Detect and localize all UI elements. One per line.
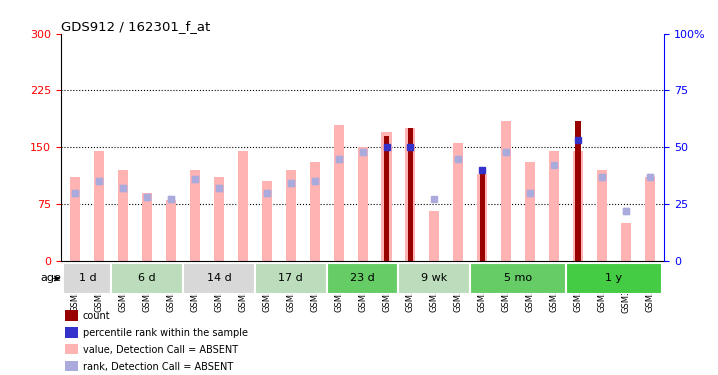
Bar (334, 124, 344, 261)
Text: 14 d: 14 d (207, 273, 231, 284)
Bar (470, 262, 566, 294)
Text: GDS912 / 162301_f_at: GDS912 / 162301_f_at (61, 20, 210, 33)
Text: value, Detection Call = ABSENT: value, Detection Call = ABSENT (83, 345, 238, 355)
Text: count: count (83, 311, 110, 321)
Bar (525, 162, 535, 261)
Bar (597, 170, 607, 261)
Bar (214, 177, 224, 261)
Bar (255, 262, 327, 294)
Bar (477, 174, 488, 261)
Bar (576, 121, 581, 261)
Bar (262, 181, 272, 261)
Bar (190, 170, 200, 261)
Bar (549, 151, 559, 261)
Bar (111, 262, 183, 294)
Bar (398, 262, 470, 294)
Bar (406, 128, 416, 261)
Text: 5 mo: 5 mo (504, 273, 532, 284)
Text: 6 d: 6 d (139, 273, 156, 284)
Text: percentile rank within the sample: percentile rank within the sample (83, 328, 248, 338)
Bar (286, 170, 296, 261)
Text: 1 y: 1 y (605, 273, 623, 284)
Bar (327, 262, 398, 294)
Bar (309, 162, 320, 261)
Bar (429, 211, 439, 261)
Bar (384, 136, 389, 261)
Bar (70, 177, 80, 261)
Text: rank, Detection Call = ABSENT: rank, Detection Call = ABSENT (83, 362, 233, 372)
Text: age: age (41, 273, 62, 284)
Bar (238, 151, 248, 261)
Bar (453, 143, 463, 261)
Text: 23 d: 23 d (350, 273, 375, 284)
Text: 1 d: 1 d (78, 273, 96, 284)
Bar (142, 193, 152, 261)
Bar (94, 151, 104, 261)
Bar (408, 128, 413, 261)
Bar (358, 147, 368, 261)
Bar (381, 132, 391, 261)
Text: 17 d: 17 d (279, 273, 303, 284)
Bar (621, 223, 631, 261)
Bar (501, 121, 511, 261)
Bar (645, 177, 655, 261)
Bar (118, 170, 129, 261)
Text: 9 wk: 9 wk (421, 273, 447, 284)
Bar (183, 262, 255, 294)
Bar (166, 200, 176, 261)
Bar (480, 170, 485, 261)
Bar (63, 262, 111, 294)
Bar (573, 151, 583, 261)
Bar (566, 262, 662, 294)
